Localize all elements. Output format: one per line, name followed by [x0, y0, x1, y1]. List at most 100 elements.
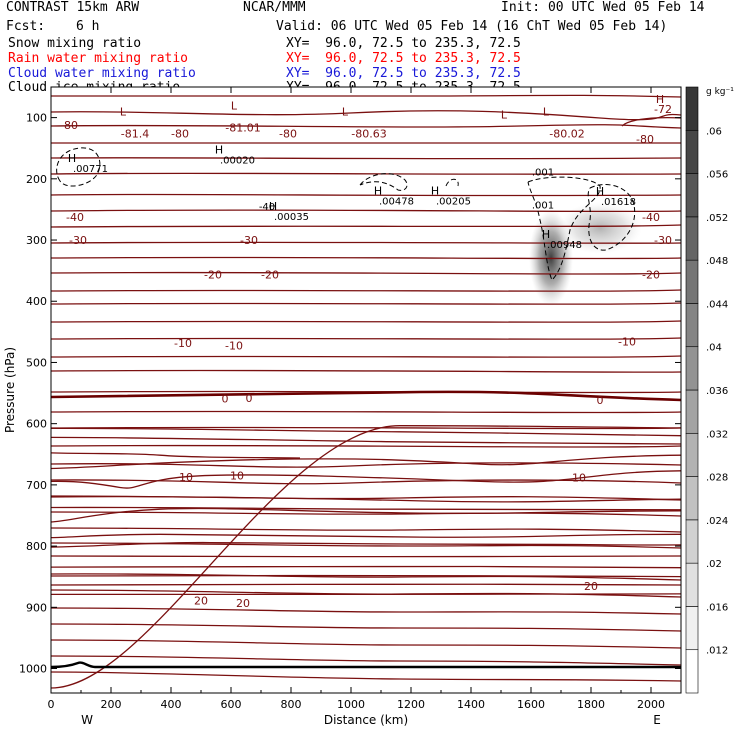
extremum-symbol: H: [215, 143, 223, 156]
isotherm-label: -81.4: [121, 128, 149, 141]
extremum-symbol: L: [120, 105, 127, 118]
isotherm: [51, 302, 681, 305]
colorbar-cell: [685, 519, 699, 564]
isotherm-label: -10: [174, 337, 192, 350]
isotherm-label: -30: [654, 234, 672, 247]
isotherm-label: 20: [236, 597, 250, 610]
isotherm-label: -10: [225, 339, 243, 352]
extremum-symbol: L: [501, 109, 508, 122]
ice-anvil-shading: [558, 202, 642, 254]
isotherm: [51, 541, 681, 548]
isotherm: [51, 496, 681, 503]
isotherm: [51, 452, 301, 459]
isotherm-label: -30: [240, 234, 258, 247]
isotherm-label: -40: [642, 211, 660, 224]
colorbar-tick-label: .048: [706, 256, 728, 267]
isotherm: [51, 607, 681, 615]
zero-isotherm: [50, 390, 682, 402]
isotherm: [51, 124, 681, 129]
x-tick-label: 1400: [457, 698, 485, 711]
y-tick-label: 400: [26, 295, 47, 308]
colorbar-cell: [685, 216, 699, 261]
extremum-symbol: H: [431, 184, 439, 197]
cloud-ice-contour: [56, 147, 101, 187]
isotherm: [51, 479, 681, 485]
colorbar-cell: [685, 129, 699, 174]
extremum-value: .00948: [547, 240, 582, 251]
legend-cloudwater-label: Cloud water mixing ratio: [8, 66, 196, 81]
isotherm: [51, 542, 681, 549]
x-tick-label: 400: [161, 698, 182, 711]
isotherm: [51, 671, 681, 682]
isotherm-label: 0: [246, 392, 253, 405]
forecast-label: Fcst:: [6, 19, 46, 34]
isotherm: [51, 555, 681, 558]
isotherm-label: -80: [279, 128, 297, 141]
colorbar-cell: [685, 649, 699, 694]
isotherm-label: -10: [618, 336, 636, 349]
colorbar: .012 .016 .02 .024 .028 .032 .036 .04 .044 .048 .0…: [685, 86, 734, 694]
isotherm: [51, 574, 681, 578]
colorbar-tick-label: .056: [706, 170, 728, 181]
isotherm: [51, 193, 681, 197]
y-tick-label: 200: [26, 173, 47, 186]
colorbar-cell: [685, 562, 699, 607]
isotherm: [51, 506, 681, 511]
extremum-symbol: L: [543, 105, 550, 118]
x-tick-label: 1600: [517, 698, 545, 711]
isotherm-label: -20: [204, 268, 222, 281]
y-tick-label: 100: [26, 112, 47, 125]
isotherm: [51, 110, 681, 121]
isotherm-label: 0: [597, 394, 604, 407]
forecast-hour: 6 h: [76, 19, 100, 34]
cloud-ice-contour: [587, 184, 636, 251]
plot-frame: [50, 86, 682, 694]
isotherm: [51, 470, 681, 489]
colorbar-tick-label: .044: [706, 299, 728, 310]
isotherm: [51, 533, 681, 539]
extremum-symbol: H: [68, 152, 76, 165]
y-tick-label: 300: [26, 234, 47, 247]
extremum-symbol: L: [231, 99, 238, 112]
legend-snow-label: Snow mixing ratio: [8, 36, 142, 51]
isotherm-label: 20: [584, 580, 598, 593]
legend-cloudwater-xy: XY= 96.0, 72.5 to 235.3, 72.5: [286, 66, 521, 81]
x-tick-label: 1800: [577, 698, 605, 711]
init-time: Init: 00 UTC Wed 05 Feb 14: [501, 0, 705, 15]
isotherm-label: -72: [654, 103, 672, 116]
colorbar-tick-label: .024: [706, 516, 728, 527]
colorbar-tick-label: .016: [706, 602, 728, 613]
x-tick-label: 2000: [637, 698, 665, 711]
colorbar-cell: [685, 173, 699, 218]
isotherm: [51, 593, 681, 596]
isotherm: [51, 436, 681, 445]
cloud-ice-contour: [359, 173, 408, 191]
colorbar-tick-label: .012: [706, 646, 728, 657]
isotherm: [51, 444, 681, 448]
isotherm: [51, 623, 681, 632]
extremum-symbol: H: [596, 185, 604, 198]
isotherm: [51, 256, 681, 260]
extremum-symbol: H: [542, 228, 550, 241]
y-axis-label: Pressure (hPa): [3, 347, 17, 433]
isotherm: [51, 271, 681, 275]
isotherm: [51, 94, 681, 98]
isotherm: [51, 289, 681, 292]
y-tick-label: 900: [26, 601, 47, 614]
isotherm: [51, 320, 681, 323]
y-tick-label: 800: [26, 540, 47, 553]
isotherm: [51, 337, 681, 340]
extremum-symbol: H: [374, 184, 382, 197]
colorbar-cell: [685, 476, 699, 521]
colorbar-cell: [685, 346, 699, 391]
isotherm: [51, 583, 681, 586]
isotherm-label: -40: [66, 211, 84, 224]
colorbar-cell: [685, 86, 699, 131]
contour-labels: -80 -81.4 -80 -81.01 -80 -80.63 -80.02 -72 -80 -4…: [60, 103, 672, 610]
colorbar-tick-label: .04: [706, 343, 722, 354]
isotherm: [51, 224, 681, 228]
extremum-value: .00020: [220, 155, 255, 166]
legend-rain-label: Rain water mixing ratio: [8, 51, 189, 66]
extremum-symbol: H: [269, 200, 277, 213]
